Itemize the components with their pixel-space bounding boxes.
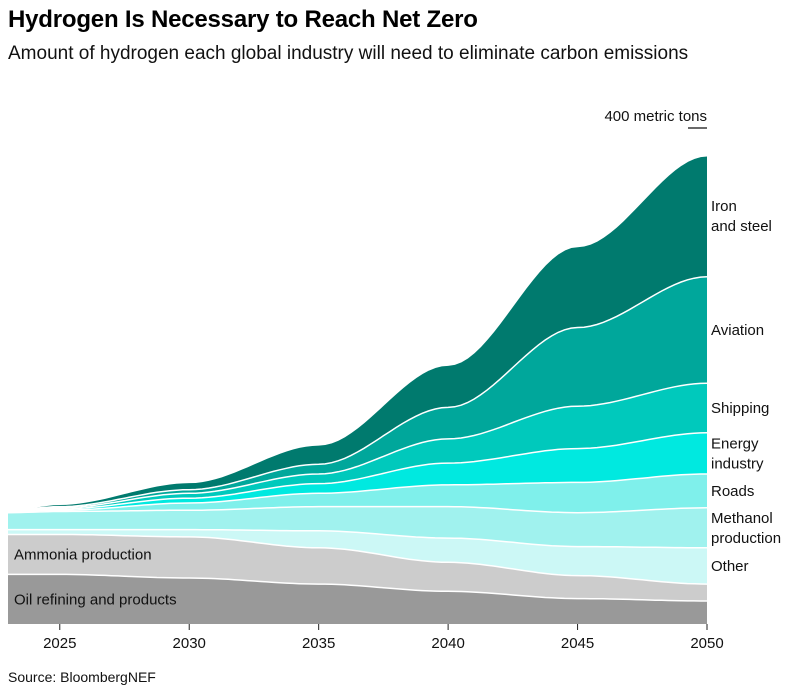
series-label-roads: Roads: [711, 483, 754, 500]
chart-subtitle: Amount of hydrogen each global industry …: [8, 43, 689, 64]
boundary-energy-industry: [7, 432, 708, 512]
x-tick-label: 2030: [173, 635, 206, 652]
chart-title: Hydrogen Is Necessary to Reach Net Zero: [8, 6, 478, 33]
series-label-aviation: Aviation: [711, 322, 764, 339]
scale-annotation: 400 metric tons: [604, 108, 707, 129]
area-shipping: [8, 383, 707, 511]
series-label-shipping: Shipping: [711, 400, 769, 417]
series-label-iron-and-steel: Iron and steel: [711, 198, 772, 235]
area-layers: [8, 155, 707, 624]
area-aviation: [8, 276, 707, 511]
area-oil-refining-and-products: [8, 574, 707, 624]
series-boundaries: [7, 154, 708, 602]
x-tick-label: 2035: [302, 635, 335, 652]
boundary-roads: [7, 473, 707, 513]
boundary-iron-and-steel: [7, 154, 708, 512]
x-axis: 2025 2030 2035 2040 2045 2050: [43, 624, 724, 652]
series-label-energy-industry: Energy industry: [711, 435, 764, 472]
area-other: [8, 529, 707, 585]
boundary-ammonia-production: [8, 533, 708, 585]
x-tick-label: 2040: [431, 635, 464, 652]
area-ammonia-production: [8, 534, 707, 601]
x-tick-label: 2045: [561, 635, 594, 652]
series-label-other: Other: [711, 558, 749, 575]
boundary-aviation: [7, 275, 708, 512]
series-label-ammonia-production: Ammonia production: [14, 547, 152, 564]
area-iron-and-steel: [8, 155, 707, 511]
series-labels: Oil refining and products Ammonia product…: [14, 198, 781, 608]
boundary-methanol-production: [7, 505, 708, 514]
scale-label: 400 metric tons: [604, 108, 707, 125]
boundary-oil-refining-and-products: [8, 573, 707, 602]
series-label-oil-refining-and-products: Oil refining and products: [14, 591, 177, 608]
area-methanol-production: [8, 506, 707, 548]
x-tick-label: 2025: [43, 635, 76, 652]
chart-source: Source: BloombergNEF: [8, 669, 156, 685]
series-label-methanol-production: Methanol production: [711, 510, 781, 547]
x-tick-label: 2050: [690, 635, 723, 652]
area-energy-industry: [8, 432, 707, 512]
boundary-other: [8, 528, 707, 549]
boundary-shipping: [7, 382, 708, 512]
